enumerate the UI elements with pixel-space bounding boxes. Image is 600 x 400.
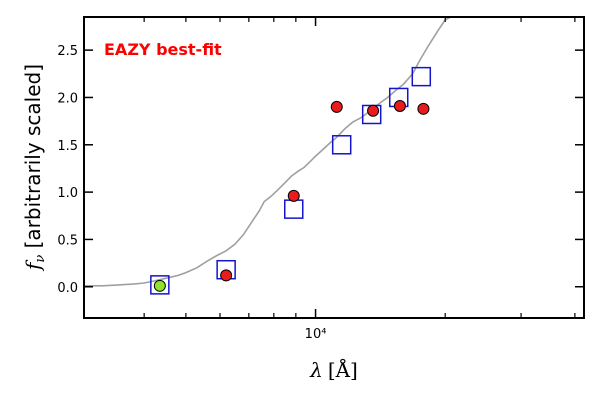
axis-ticks: 0.0 0.5 1.0 1.5 2.0 2.5 10⁴ [57, 17, 584, 342]
y-axis-label: fν [arbitrarily scaled] [21, 64, 48, 272]
observed-photometry-point [287, 189, 300, 202]
y-axis-subscript: ν [33, 255, 48, 263]
x-axis-symbol: λ [309, 358, 323, 382]
y-tick-label: 2.0 [57, 91, 78, 106]
plot-frame [83, 16, 585, 319]
y-tick-label: 1.0 [57, 186, 78, 201]
series-group [84, 17, 453, 295]
model-photometry-point [284, 199, 304, 219]
model-photometry-point [331, 135, 352, 155]
y-axis-text: [arbitrarily scaled] [21, 64, 45, 255]
observed-photometry-point [153, 279, 166, 292]
y-tick-label: 0.0 [57, 281, 78, 296]
annotation-label: EAZY best-fit [104, 40, 222, 59]
y-tick-label: 2.5 [57, 44, 78, 59]
observed-photometry-point [367, 104, 380, 117]
model-photometry-point [411, 66, 432, 87]
plot-area [84, 17, 453, 295]
x-axis-label: λ [Å] [309, 357, 358, 382]
x-axis-unit: [Å] [328, 357, 358, 382]
template-spectrum-line [84, 17, 453, 287]
observed-photometry-point [220, 269, 233, 282]
observed-photometry-point [417, 102, 430, 115]
model-photometry-point [150, 275, 170, 295]
observed-photometry-point [393, 99, 406, 112]
observed-photometry-point [330, 100, 343, 113]
y-tick-label: 1.5 [57, 139, 78, 154]
y-tick-label: 0.5 [57, 233, 78, 248]
x-tick-label: 10⁴ [305, 327, 327, 342]
